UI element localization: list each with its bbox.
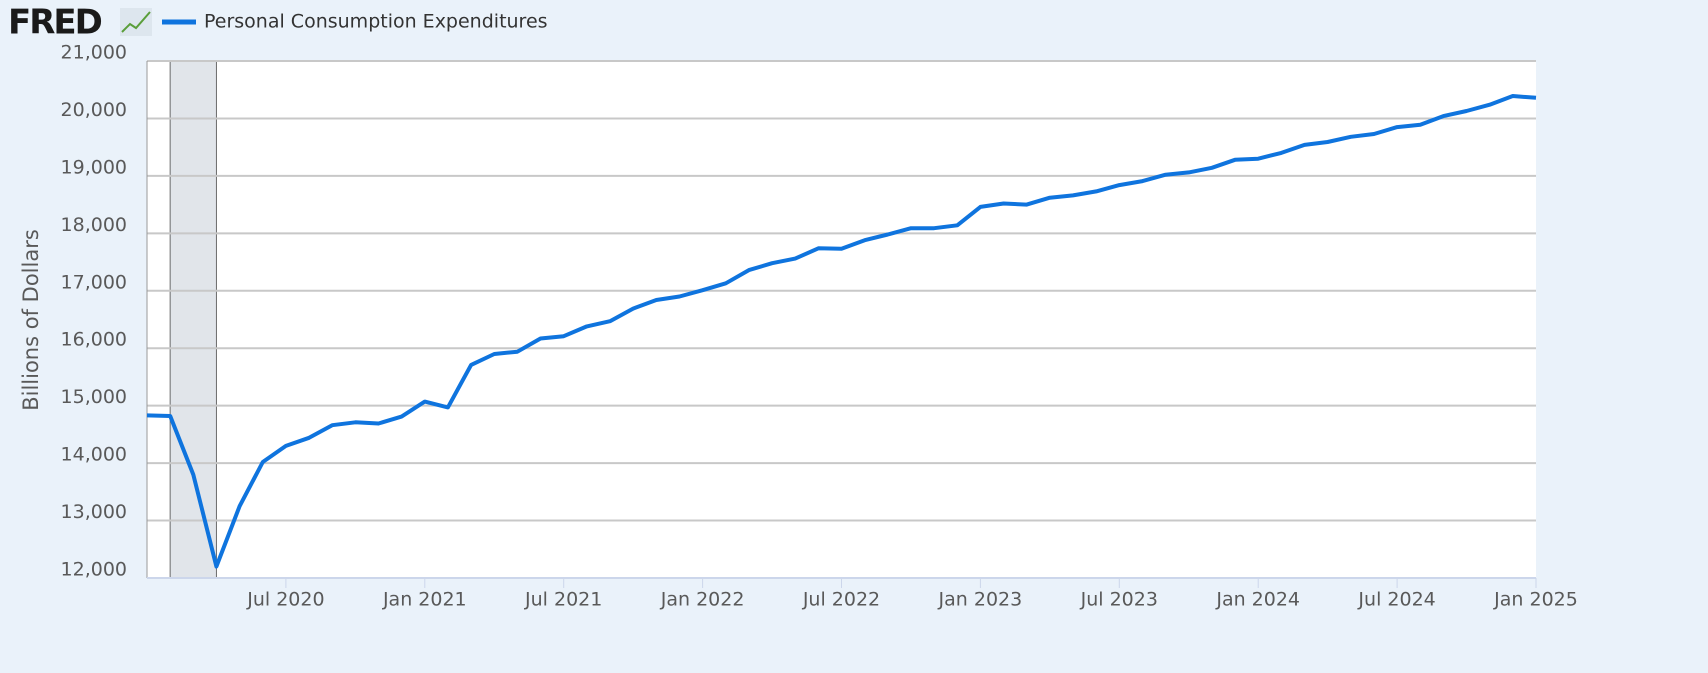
y-axis-label: Billions of Dollars: [19, 229, 43, 411]
y-tick-label: 13,000: [61, 501, 127, 523]
recession-shade: [169, 60, 217, 579]
y-tick-label: 18,000: [61, 214, 127, 236]
logo: FRED: [8, 3, 102, 43]
y-tick-label: 14,000: [61, 444, 127, 466]
y-tick-label: 20,000: [61, 99, 127, 121]
y-tick-label: 15,000: [61, 386, 127, 408]
x-tick-label: Jan 2021: [382, 589, 467, 611]
x-tick-label: Jul 2023: [1080, 589, 1158, 611]
x-tick-label: Jul 2024: [1357, 589, 1435, 611]
x-tick-label: Jan 2022: [660, 589, 745, 611]
y-tick-label: 12,000: [61, 559, 127, 581]
logo-icon: [120, 8, 152, 36]
y-tick-label: 19,000: [61, 156, 127, 178]
x-tick-label: Jul 2022: [802, 589, 880, 611]
x-tick-label: Jan 2023: [938, 589, 1023, 611]
x-tick-label: Jan 2024: [1215, 589, 1300, 611]
legend-label: Personal Consumption Expenditures: [204, 11, 548, 33]
x-tick-label: Jul 2020: [246, 589, 324, 611]
y-tick-label: 21,000: [61, 42, 127, 64]
x-tick-label: Jul 2021: [524, 589, 602, 611]
plot-area: [147, 61, 1536, 578]
y-tick-label: 16,000: [61, 329, 127, 351]
y-tick-label: 17,000: [61, 271, 127, 293]
x-tick-label: Jan 2025: [1493, 589, 1578, 611]
data-line: [146, 94, 1537, 569]
